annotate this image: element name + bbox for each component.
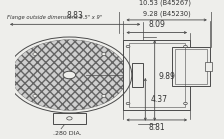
Circle shape: [126, 45, 130, 48]
Bar: [175, 49, 207, 85]
Text: Flange outside dimensions 9.5" x 9": Flange outside dimensions 9.5" x 9": [7, 15, 102, 20]
Bar: [132, 63, 143, 87]
Bar: [172, 47, 210, 86]
Circle shape: [63, 71, 76, 79]
Text: .280 DIA.: .280 DIA.: [53, 131, 82, 136]
Text: 8.83: 8.83: [67, 11, 84, 20]
Circle shape: [102, 95, 106, 97]
Circle shape: [184, 102, 187, 105]
Bar: [123, 39, 190, 111]
Circle shape: [11, 40, 127, 110]
Circle shape: [67, 117, 72, 120]
Text: 4.37: 4.37: [151, 95, 168, 104]
Circle shape: [33, 53, 37, 55]
Text: 9.89: 9.89: [159, 72, 176, 81]
Circle shape: [102, 53, 106, 55]
Bar: [129, 43, 185, 107]
Text: 8.09: 8.09: [148, 20, 165, 29]
Circle shape: [126, 102, 130, 105]
Circle shape: [33, 95, 37, 97]
Bar: [205, 62, 212, 71]
Bar: [53, 113, 86, 124]
Text: 8.81: 8.81: [149, 123, 165, 132]
Text: 9.28 (B45230): 9.28 (B45230): [143, 11, 190, 17]
Circle shape: [184, 45, 187, 48]
Text: 10.53 (B45267): 10.53 (B45267): [139, 0, 191, 6]
